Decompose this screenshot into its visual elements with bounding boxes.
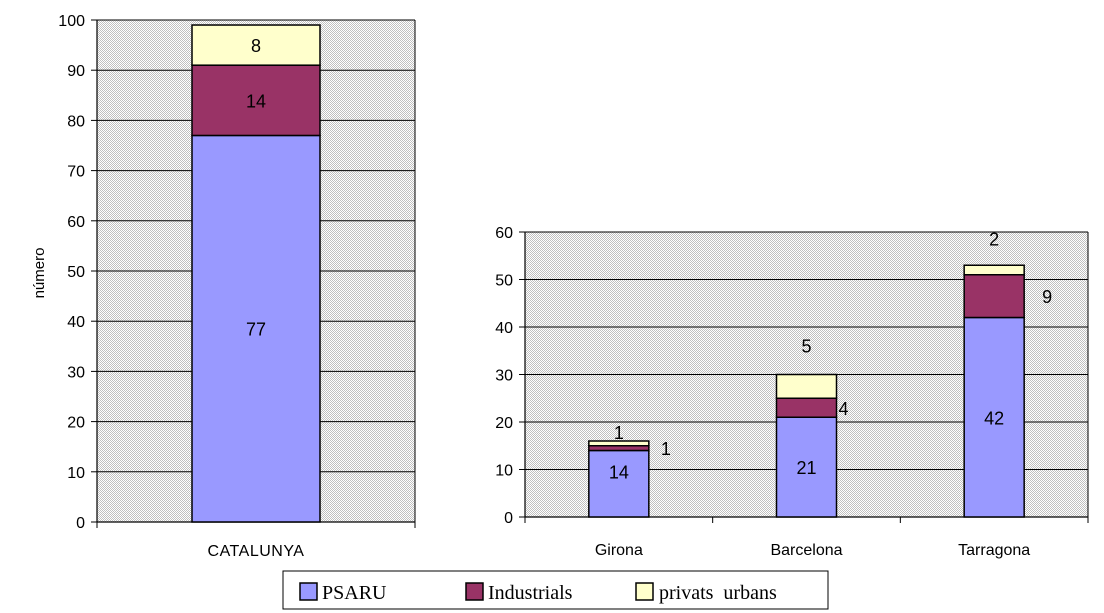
y-tick-label: 30 [495,368,513,385]
y-tick-label: 60 [67,214,85,231]
legend-swatch-psaru [299,582,318,601]
data-label: 9 [1042,287,1052,307]
y-tick-label: 90 [67,63,85,80]
legend-label-privats-urbans: privats urbans [659,582,777,604]
data-label: 77 [246,320,266,340]
x-category-label: CATALUNYA [208,543,305,560]
y-tick-label: 40 [495,320,513,337]
y-tick-label: 10 [495,463,513,480]
y-tick-label: 100 [58,13,85,30]
legend: PSARU Industrials privats urbans [282,570,829,610]
y-tick-label: 80 [67,113,85,130]
bar-psaru-catalunya [191,134,321,523]
data-label: 1 [614,423,624,443]
bar-industrials-barcelona [775,397,838,418]
x-category-label: Tarragona [958,542,1030,559]
bar-industrials-tarragona [963,274,1025,319]
y-tick-label: 30 [67,364,85,381]
bar-psaru-tarragona [963,316,1025,518]
y-tick-label: 0 [504,510,513,527]
y-tick-label: 20 [67,415,85,432]
data-label: 42 [984,408,1004,428]
bar-privats-urbans-girona [588,440,650,447]
bar-psaru-girona [588,449,650,518]
legend-frame [282,570,829,610]
y-tick-label: 40 [67,314,85,331]
x-category-label: Barcelona [770,542,842,559]
chart-catalunya: número 0 10 20 30 40 50 60 70 80 90 100 77 14 8 CATALU… [31,13,416,560]
bar-privats-urbans-tarragona [963,264,1025,276]
data-label: 14 [246,91,266,111]
y-tick-label: 20 [495,415,513,432]
y-tick-label: 10 [67,465,85,482]
y-tick-label: 70 [67,164,85,181]
bar-privats-urbans-catalunya [191,24,321,66]
bar-industrials-catalunya [191,64,321,137]
y-tick-label: 50 [495,273,513,290]
data-label: 14 [609,463,629,483]
data-label: 5 [801,337,811,357]
data-label: 2 [989,229,999,249]
bar-psaru-barcelona [775,416,838,518]
legend-label-psaru: PSARU [322,582,387,604]
data-label: 4 [839,399,849,419]
data-label: 21 [796,458,816,478]
legend-label-industrials: Industrials [488,582,573,604]
data-label: 1 [661,439,671,459]
legend-swatch-privats-urbans [635,582,654,601]
bar-privats-urbans-barcelona [775,373,838,399]
y-tick-label: 60 [495,225,513,242]
legend-swatch-industrials [465,582,484,601]
y-axis-label: número [31,248,48,299]
x-category-label: Girona [595,542,643,559]
y-tick-label: 50 [67,264,85,281]
y-tick-label: 0 [76,515,85,532]
data-label: 8 [251,36,261,56]
chart-provinces: 0 10 20 30 40 50 60 14 1 1 Girona 21 4 5 Barcelona 42 9 2… [495,225,1089,559]
